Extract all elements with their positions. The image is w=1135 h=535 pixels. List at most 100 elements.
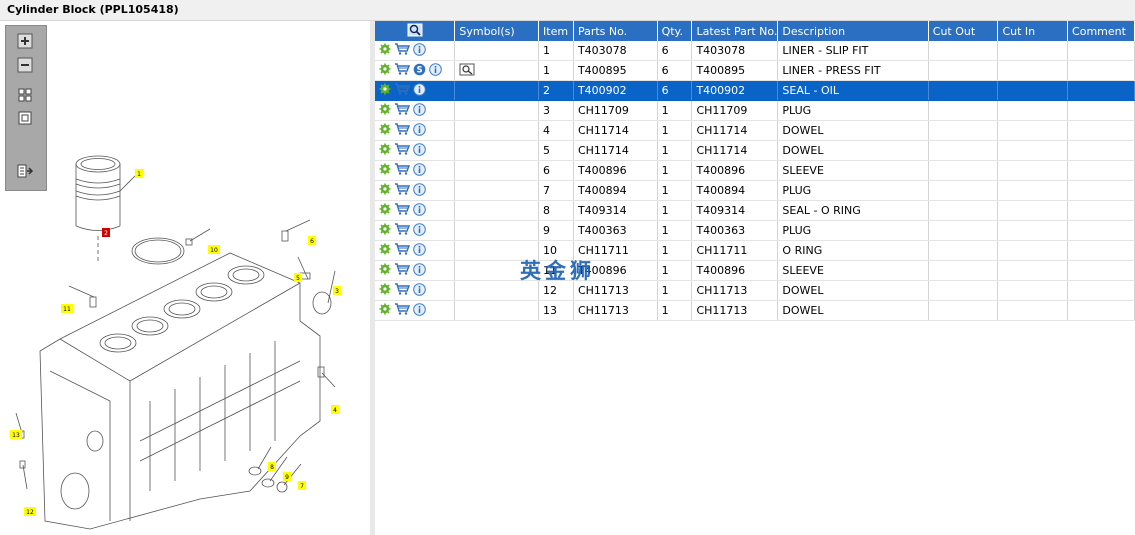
info-icon[interactable] — [413, 242, 426, 259]
table-row[interactable]: 3 CH11709 1 CH11709 PLUG — [375, 100, 1135, 121]
cell-comment — [1067, 240, 1135, 261]
gear-icon[interactable] — [379, 43, 391, 58]
gear-icon[interactable] — [379, 83, 391, 98]
cart-icon[interactable] — [394, 203, 411, 218]
cart-icon[interactable] — [394, 283, 411, 298]
gear-icon[interactable] — [379, 203, 391, 218]
table-row[interactable]: 10 CH11711 1 CH11711 O RING — [375, 240, 1135, 261]
cart-icon[interactable] — [394, 303, 411, 318]
col-description[interactable]: Description — [777, 21, 929, 41]
table-row[interactable]: 8 T409314 1 T409314 SEAL - O RING — [375, 200, 1135, 221]
cell-latest-part-no: CH11713 — [691, 300, 779, 321]
info-icon[interactable] — [429, 62, 442, 79]
cart-icon[interactable] — [394, 263, 411, 278]
gear-icon[interactable] — [379, 183, 391, 198]
cart-icon[interactable] — [394, 123, 411, 138]
cell-description: PLUG — [777, 100, 929, 121]
table-row[interactable]: 6 T400896 1 T400896 SLEEVE — [375, 160, 1135, 181]
callout-3[interactable]: 3 — [333, 286, 341, 295]
cell-parts-no: CH11714 — [573, 140, 658, 161]
gear-icon[interactable] — [379, 163, 391, 178]
cell-item: 7 — [538, 180, 574, 201]
table-row[interactable]: 13 CH11713 1 CH11713 DOWEL — [375, 300, 1135, 321]
table-row[interactable]: 5 CH11714 1 CH11714 DOWEL — [375, 140, 1135, 161]
export-icon[interactable] — [16, 162, 34, 180]
cart-icon[interactable] — [394, 103, 411, 118]
callout-11[interactable]: 11 — [61, 304, 73, 313]
col-cut-out[interactable]: Cut Out — [928, 21, 999, 41]
col-item[interactable]: Item — [538, 21, 574, 41]
info-icon[interactable] — [413, 282, 426, 299]
callout-13[interactable]: 13 — [10, 430, 22, 439]
callout-2[interactable]: 2 — [102, 228, 110, 237]
magnifier-icon[interactable] — [407, 23, 423, 37]
table-row[interactable]: 4 CH11714 1 CH11714 DOWEL — [375, 120, 1135, 141]
cart-icon[interactable] — [394, 143, 411, 158]
table-row[interactable]: 11 T400896 1 T400896 SLEEVE — [375, 260, 1135, 281]
gear-icon[interactable] — [379, 143, 391, 158]
callout-5[interactable]: 5 — [294, 273, 302, 282]
info-icon[interactable] — [413, 122, 426, 139]
cell-item: 4 — [538, 120, 574, 141]
callout-1[interactable]: 1 — [135, 169, 143, 178]
info-icon[interactable] — [413, 142, 426, 159]
col-comment[interactable]: Comment — [1067, 21, 1135, 41]
table-row[interactable]: 12 CH11713 1 CH11713 DOWEL — [375, 280, 1135, 301]
info-icon[interactable] — [413, 82, 426, 99]
info-icon[interactable] — [413, 262, 426, 279]
col-parts-no[interactable]: Parts No. — [573, 21, 658, 41]
gear-icon[interactable] — [379, 123, 391, 138]
cart-icon[interactable] — [394, 83, 411, 98]
cell-symbols — [454, 260, 540, 281]
illustration-pane[interactable]: 1 2 3 4 5 6 7 8 9 10 11 12 13 — [0, 21, 370, 535]
info-icon[interactable] — [413, 202, 426, 219]
info-icon[interactable] — [413, 182, 426, 199]
callout-4[interactable]: 4 — [331, 405, 339, 414]
pane-splitter[interactable] — [370, 21, 375, 535]
cart-icon[interactable] — [394, 243, 411, 258]
cart-icon[interactable] — [394, 43, 411, 58]
col-symbols[interactable]: Symbol(s) — [454, 21, 540, 41]
info-icon[interactable] — [413, 162, 426, 179]
info-icon[interactable] — [413, 302, 426, 319]
actual-size-icon[interactable] — [16, 109, 34, 127]
callout-10[interactable]: 10 — [208, 245, 220, 254]
callout-8[interactable]: 8 — [268, 462, 276, 471]
cart-icon[interactable] — [394, 163, 411, 178]
service-s-icon[interactable]: S — [413, 63, 426, 79]
cart-icon[interactable] — [394, 63, 411, 78]
info-icon[interactable] — [413, 42, 426, 59]
zoom-out-icon[interactable] — [16, 56, 34, 74]
col-latest-part-no[interactable]: Latest Part No. — [691, 21, 779, 41]
col-qty[interactable]: Qty. — [657, 21, 693, 41]
callout-6[interactable]: 6 — [308, 236, 316, 245]
info-icon[interactable] — [413, 222, 426, 239]
cell-cut-out — [928, 220, 999, 241]
gear-icon[interactable] — [379, 263, 391, 278]
view-symbol-icon[interactable] — [459, 63, 475, 79]
cell-comment — [1067, 180, 1135, 201]
exploded-diagram[interactable]: 1 2 3 4 5 6 7 8 9 10 11 12 13 — [0, 21, 370, 535]
gear-icon[interactable] — [379, 103, 391, 118]
table-row[interactable]: 9 T400363 1 T400363 PLUG — [375, 220, 1135, 241]
title-bar: Cylinder Block (PPL105418) — [0, 0, 1135, 21]
table-row[interactable]: 7 T400894 1 T400894 PLUG — [375, 180, 1135, 201]
table-row[interactable]: 1 T403078 6 T403078 LINER - SLIP FIT — [375, 41, 1135, 61]
gear-icon[interactable] — [379, 223, 391, 238]
callout-9[interactable]: 9 — [283, 472, 291, 481]
zoom-in-icon[interactable] — [16, 32, 34, 50]
search-column-header[interactable] — [375, 21, 456, 41]
gear-icon[interactable] — [379, 63, 391, 78]
gear-icon[interactable] — [379, 283, 391, 298]
gear-icon[interactable] — [379, 303, 391, 318]
table-row[interactable]: 2 T400902 6 T400902 SEAL - OIL — [375, 80, 1135, 101]
fit-view-icon[interactable] — [16, 86, 34, 104]
cart-icon[interactable] — [394, 223, 411, 238]
callout-12[interactable]: 12 — [24, 507, 36, 516]
info-icon[interactable] — [413, 102, 426, 119]
col-cut-in[interactable]: Cut In — [997, 21, 1069, 41]
cart-icon[interactable] — [394, 183, 411, 198]
callout-7[interactable]: 7 — [298, 481, 306, 490]
table-row[interactable]: S 1 T400895 6 T400895 LINER - PRESS FIT — [375, 60, 1135, 81]
gear-icon[interactable] — [379, 243, 391, 258]
